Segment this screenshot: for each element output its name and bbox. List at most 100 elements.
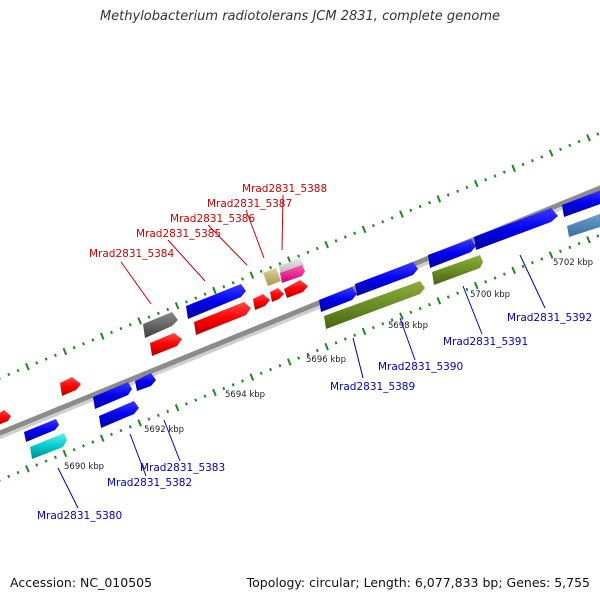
label-mrad2831-5384: Mrad2831_5384 — [89, 248, 174, 260]
tick-upper-3 — [16, 368, 20, 373]
tick-upper-20 — [174, 302, 180, 310]
gene-mrad2831-5384 — [150, 333, 182, 356]
tick-upper-17 — [147, 315, 151, 319]
tick-upper-11 — [91, 338, 95, 342]
tick-lower-23 — [203, 394, 207, 398]
gene-mrad2831-5390 — [355, 262, 418, 296]
tick-upper-21 — [184, 300, 188, 304]
kbp-label-5698: 5698 kbp — [388, 321, 428, 331]
tick-lower-8 — [62, 449, 68, 458]
gene-red-tiny — [270, 288, 284, 302]
tick-upper-30 — [269, 265, 273, 270]
gene-mrad2831-5391b — [428, 239, 476, 268]
tick-upper-42 — [381, 220, 385, 224]
label-mrad2831-5385: Mrad2831_5385 — [136, 228, 221, 240]
tick-lower-40 — [361, 327, 367, 336]
gene-mrad2831-5380b — [24, 419, 59, 442]
tick-lower-47 — [428, 303, 432, 307]
label-mrad2831-5390: Mrad2831_5390 — [378, 361, 463, 373]
tick-lower-33 — [297, 356, 301, 360]
tick-upper-33 — [297, 254, 301, 258]
tick-lower-51 — [465, 287, 469, 292]
tick-upper-64 — [586, 134, 591, 142]
tick-upper-2 — [7, 372, 11, 377]
tick-upper-44 — [399, 210, 404, 218]
tick-upper-46 — [418, 204, 422, 209]
tick-lower-53 — [484, 280, 488, 284]
tick-upper-65 — [596, 132, 600, 136]
tick-upper-41 — [371, 223, 375, 228]
tick-upper-15 — [128, 323, 132, 327]
tick-lower-55 — [502, 272, 506, 276]
tick-lower-5 — [35, 463, 39, 467]
tick-lower-17 — [147, 417, 151, 421]
tick-upper-53 — [484, 178, 488, 182]
tick-upper-5 — [35, 361, 39, 365]
tick-upper-63 — [577, 139, 581, 144]
tick-lower-16 — [137, 419, 142, 427]
gene-mrad2831-5389 — [324, 281, 425, 329]
tick-lower-2 — [7, 474, 11, 479]
label-mrad2831-5380: Mrad2831_5380 — [37, 510, 122, 522]
label-mrad2831-5386: Mrad2831_5386 — [170, 213, 255, 225]
tick-upper-9 — [72, 346, 76, 350]
label-mrad2831-5387: Mrad2831_5387 — [207, 198, 292, 210]
tick-lower-58 — [530, 261, 534, 265]
tick-lower-24 — [212, 388, 217, 397]
tick-lower-15 — [128, 425, 132, 429]
tick-lower-50 — [456, 291, 460, 295]
tick-lower-59 — [540, 257, 544, 261]
tick-upper-12 — [99, 332, 105, 340]
tick-lower-64 — [586, 236, 591, 244]
kbp-label-5696: 5696 kbp — [306, 355, 346, 365]
tick-lower-60 — [548, 251, 554, 259]
tick-lower-3 — [16, 470, 20, 475]
tick-upper-45 — [409, 208, 413, 212]
tick-lower-37 — [334, 341, 338, 345]
tick-upper-23 — [203, 292, 207, 296]
gene-mrad2831-5387 — [263, 268, 281, 286]
gene-mrad2831-5385 — [186, 284, 246, 319]
tick-lower-54 — [493, 276, 497, 280]
tick-upper-54 — [493, 174, 497, 178]
tick-upper-14 — [119, 326, 123, 331]
tick-lower-34 — [306, 352, 310, 356]
tick-upper-16 — [137, 317, 142, 325]
tick-lower-63 — [577, 241, 581, 246]
tick-lower-39 — [353, 333, 357, 337]
tick-lower-27 — [241, 379, 244, 383]
gene-mrad2831-5389b — [319, 287, 357, 312]
tick-upper-51 — [465, 185, 469, 190]
tick-lower-41 — [371, 325, 375, 330]
tick-lower-42 — [381, 322, 385, 326]
tick-upper-62 — [568, 143, 572, 148]
tick-lower-46 — [418, 306, 422, 311]
tick-lower-49 — [446, 295, 450, 299]
gene-pink — [280, 265, 305, 283]
gene-mrad2831-5381 — [93, 382, 132, 409]
gene-labels: Mrad2831_5384 Mrad2831_5385 Mrad2831_538… — [37, 183, 592, 522]
tick-upper-25 — [222, 284, 226, 289]
map-title: Methylobacterium radiotolerans JCM 2831,… — [99, 9, 501, 24]
tick-lower-13 — [110, 432, 114, 437]
tick-lower-44 — [399, 312, 404, 320]
tick-lower-45 — [409, 310, 413, 314]
tick-upper-40 — [361, 225, 367, 234]
tick-upper-8 — [62, 347, 68, 356]
kbp-label-5690: 5690 kbp — [64, 462, 104, 472]
tick-upper-37 — [334, 239, 338, 243]
tick-marks — [0, 132, 600, 482]
tick-lower-4 — [25, 465, 30, 473]
tick-upper-58 — [530, 159, 534, 163]
tick-lower-21 — [184, 402, 188, 406]
tick-lower-22 — [194, 398, 198, 402]
tick-upper-43 — [390, 216, 394, 220]
kbp-label-5702: 5702 kbp — [553, 258, 593, 268]
gene-red-small — [60, 377, 81, 396]
tick-upper-24 — [212, 286, 217, 295]
tick-upper-19 — [166, 307, 170, 312]
tick-upper-28 — [249, 271, 255, 279]
tick-upper-52 — [473, 179, 479, 188]
gene-mrad2831-5392 — [474, 208, 558, 250]
